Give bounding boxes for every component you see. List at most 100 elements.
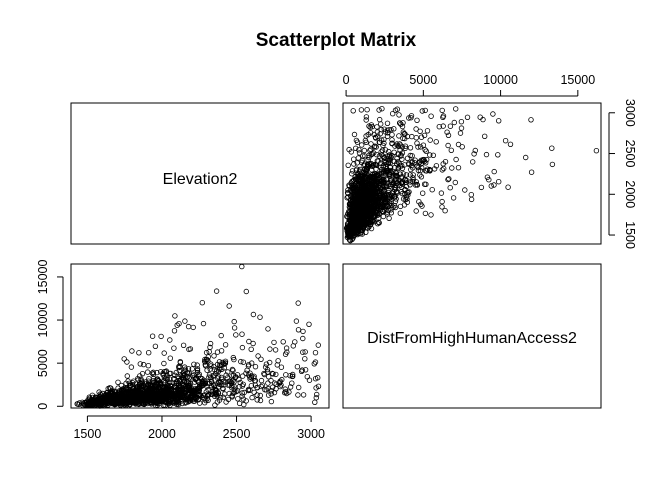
scatter-point [353, 167, 359, 173]
scatter-point [376, 205, 382, 211]
scatter-point [231, 386, 237, 392]
scatter-point [351, 156, 357, 162]
scatter-point [277, 378, 283, 384]
scatter-point [451, 119, 457, 126]
scatter-point [231, 389, 238, 395]
scatter-point [417, 128, 423, 134]
scatter-point [280, 339, 286, 345]
scatter-point [351, 131, 358, 138]
scatter-point [364, 161, 371, 168]
diag-label-distfromhighhumanaccess2: DistFromHighHumanAccess2 [367, 330, 577, 347]
scatter-point [224, 375, 231, 381]
scatter-point [393, 178, 399, 184]
scatter-point [300, 335, 306, 342]
scatter-point [388, 202, 395, 209]
scatter-point [410, 172, 416, 178]
scatter-point [361, 147, 367, 154]
scatter-point [226, 303, 232, 309]
scatter-point [258, 377, 265, 384]
scatter-point [382, 170, 389, 177]
scatter-point [121, 356, 127, 362]
scatter-point [363, 117, 369, 123]
scatter-point [472, 147, 478, 154]
scatter-point [231, 383, 237, 390]
scatter-point [384, 130, 391, 136]
scatter-point [367, 205, 373, 211]
scatter-point [344, 213, 350, 220]
scatter-point [163, 368, 170, 374]
left-axis-tick-label: 10000 [36, 303, 50, 338]
scatter-point [194, 367, 201, 374]
scatter-point [306, 377, 313, 383]
scatter-point [356, 150, 363, 156]
scatter-point [300, 328, 306, 335]
scatter-point [197, 375, 204, 381]
scatter-point [293, 318, 300, 324]
scatter-point [138, 378, 145, 384]
panel-frame-1-2 [342, 102, 602, 245]
scatter-point [357, 198, 363, 205]
scatter-point [221, 361, 227, 367]
scatter-point [225, 396, 232, 403]
scatter-point [440, 123, 446, 129]
scatter-point [419, 164, 425, 171]
scatter-point [150, 390, 157, 397]
scatter-point [352, 219, 359, 226]
scatter-point [363, 139, 369, 145]
scatter-point [197, 381, 203, 387]
scatter-point [179, 380, 185, 387]
scatter-point [360, 199, 367, 205]
scatter-point [357, 176, 363, 182]
scatter-point [234, 372, 241, 378]
scatter-point [283, 389, 289, 395]
scatter-point [275, 358, 281, 364]
scatter-point [358, 216, 364, 222]
scatter-point [447, 123, 454, 129]
scatter-point [239, 344, 246, 351]
scatter-point [211, 364, 217, 370]
scatter-point [149, 400, 155, 407]
scatter-point [163, 383, 169, 390]
bottom-axis-elevation2: 1500 2000 2500 3000 [73, 415, 325, 441]
scatter-point [446, 176, 452, 182]
scatter-point [381, 140, 387, 146]
scatter-point [194, 369, 201, 376]
scatter-point [384, 211, 390, 217]
scatter-point [373, 202, 379, 208]
scatter-point [441, 165, 447, 172]
scatter-point [161, 350, 167, 356]
scatter-point [371, 131, 377, 138]
scatter-point [404, 196, 410, 202]
scatter-point [392, 173, 398, 179]
right-axis-tick-label: 2500 [623, 140, 637, 168]
scatter-point [412, 160, 418, 166]
scatter-point [413, 179, 419, 185]
diag-label-elevation2: Elevation2 [163, 171, 238, 188]
scatter-point [267, 359, 273, 366]
scatter-point [400, 135, 406, 141]
scatter-point [368, 151, 374, 158]
scatter-point [162, 390, 168, 396]
scatter-point [388, 154, 394, 160]
scatter-point [351, 161, 357, 167]
scatter-point [353, 187, 359, 193]
scatter-point [243, 398, 249, 404]
scatter-point [213, 288, 220, 294]
scatter-point [478, 184, 485, 191]
scatter-point [412, 157, 418, 163]
scatter-point [367, 199, 373, 205]
scatter-point [416, 198, 422, 205]
scatter-point [243, 288, 249, 295]
scatter-point [247, 387, 253, 393]
scatter-point [415, 167, 422, 174]
scatter-point [366, 152, 372, 159]
scatter-point [312, 350, 319, 356]
scatter-point [405, 192, 411, 198]
scatter-point [549, 145, 555, 151]
scatter-point [154, 376, 161, 382]
scatter-point [528, 117, 534, 123]
scatter-point [180, 370, 187, 376]
scatter-point [196, 400, 203, 406]
scatter-point [393, 196, 399, 202]
scatter-point [258, 356, 264, 362]
